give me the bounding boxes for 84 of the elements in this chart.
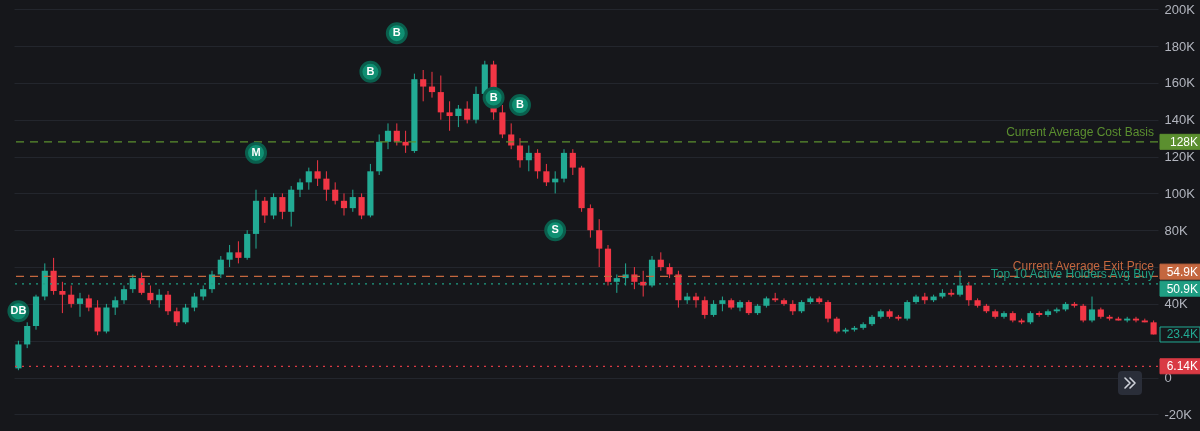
y-tick-label: -20K <box>1164 406 1193 422</box>
candlestick <box>261 196 268 224</box>
candlestick <box>525 145 532 172</box>
y-tick-label: 140K <box>1164 112 1196 128</box>
annotation: B <box>392 26 401 39</box>
candlestick <box>1000 310 1008 320</box>
candlestick <box>1080 303 1087 323</box>
candlestick <box>824 299 832 323</box>
annotation: B <box>489 90 498 103</box>
candlestick <box>129 273 136 294</box>
candlestick <box>24 321 31 349</box>
candlestick <box>68 284 75 309</box>
candlestick <box>622 262 629 286</box>
candlestick <box>173 307 180 327</box>
annotation: B <box>366 64 375 77</box>
candlestick <box>358 192 365 220</box>
y-tick-label: 100K <box>1164 185 1196 201</box>
candlestick <box>103 303 110 334</box>
candlestick <box>340 192 348 216</box>
annotation: B <box>516 97 525 110</box>
candlestick <box>420 69 427 102</box>
candlestick <box>314 159 321 187</box>
annotation: DB <box>10 304 27 317</box>
candlestick <box>780 297 788 307</box>
y-tick-label: 200K <box>1164 1 1196 17</box>
candlestick <box>657 251 664 272</box>
candlestick <box>349 189 356 213</box>
candlestick <box>1088 296 1096 323</box>
ref-line-label: Current Average Cost Basis <box>1006 124 1154 139</box>
y-tick-label: 180K <box>1164 38 1196 54</box>
candlestick <box>94 299 101 336</box>
candlestick <box>596 218 603 268</box>
candlestick <box>15 340 22 371</box>
candlestick <box>191 292 198 312</box>
annotation: M <box>251 145 261 158</box>
y-tick-label: 40K <box>1164 296 1188 312</box>
candlestick <box>296 178 304 198</box>
candlestick <box>904 299 911 321</box>
candlestick <box>244 229 251 261</box>
candlestick <box>437 75 444 121</box>
candlestick <box>323 170 330 202</box>
candlestick <box>270 192 277 220</box>
candlestick <box>288 185 295 228</box>
text: 50.9K <box>1166 281 1198 296</box>
candlestick <box>736 299 744 312</box>
candlestick <box>226 244 233 268</box>
y-tick-label: 120K <box>1164 149 1196 165</box>
candlestick <box>164 290 172 316</box>
candlestick <box>956 270 964 298</box>
candlestick <box>464 100 471 124</box>
annotation: S <box>551 223 559 236</box>
y-tick-label: 80K <box>1164 222 1188 238</box>
candlestick <box>182 303 189 325</box>
candlestick <box>455 104 462 128</box>
candlestick <box>76 292 84 318</box>
candlestick <box>235 240 242 264</box>
candlestick <box>534 148 541 180</box>
candlestick <box>120 284 128 305</box>
candlestick <box>446 100 453 132</box>
candlestick <box>305 167 312 191</box>
candlestick <box>499 104 506 139</box>
candlestick <box>59 281 66 314</box>
candlestick <box>384 122 392 150</box>
candlestick <box>631 266 638 290</box>
candlestick <box>147 284 154 305</box>
candlestick <box>516 137 524 169</box>
candlestick <box>701 296 708 320</box>
text: 128K <box>1169 134 1198 149</box>
text: 54.9K <box>1166 264 1198 279</box>
candlestick <box>112 296 119 316</box>
text: 23.4K <box>1166 327 1198 342</box>
candlestick <box>508 122 515 150</box>
candlestick <box>332 181 339 205</box>
candlestick <box>965 281 972 307</box>
candlestick <box>1044 308 1052 318</box>
candlestick <box>543 163 550 187</box>
candlestick <box>217 255 224 279</box>
candlestick <box>50 257 57 296</box>
candlestick <box>613 273 620 294</box>
candlestick <box>402 130 409 154</box>
candlestick <box>279 192 286 220</box>
candlestick <box>569 148 576 176</box>
candlestick <box>587 203 594 239</box>
y-tick-label: 160K <box>1164 75 1196 91</box>
